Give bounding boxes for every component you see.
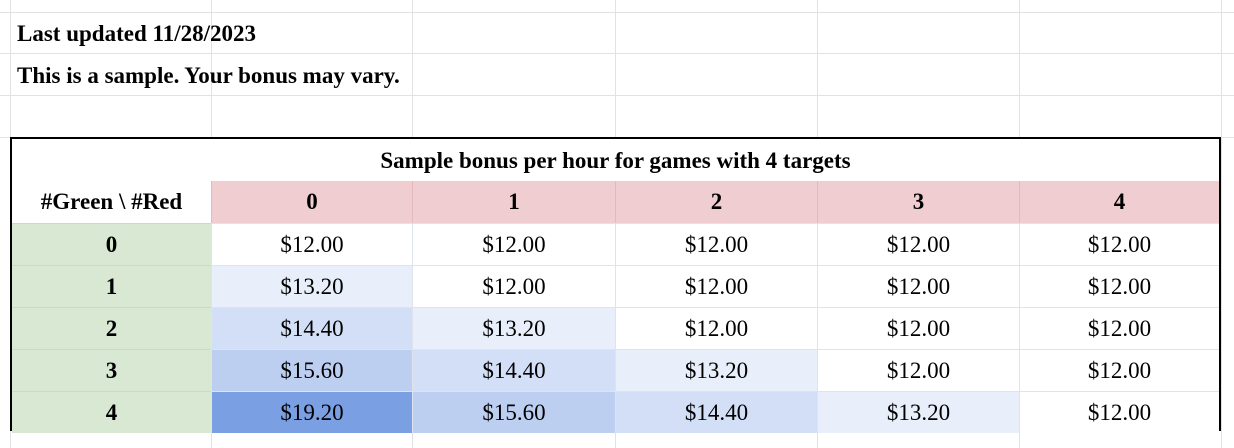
gridline-horizontal — [0, 12, 1234, 13]
bonus-table: Sample bonus per hour for games with 4 t… — [10, 137, 1221, 433]
bonus-cell: $13.20 — [817, 391, 1019, 433]
row-header-green-1: 1 — [12, 265, 211, 307]
bonus-cell: $12.00 — [1019, 223, 1219, 265]
row-header-green-0: 0 — [12, 223, 211, 265]
bonus-cell: $14.40 — [412, 349, 615, 391]
bonus-cell: $19.20 — [211, 391, 412, 433]
row-header-green-4: 4 — [12, 391, 211, 433]
bonus-cell: $12.00 — [1019, 391, 1219, 433]
bonus-cell: $12.00 — [615, 265, 817, 307]
column-header-red-3: 3 — [817, 181, 1019, 223]
bonus-cell: $12.00 — [1019, 265, 1219, 307]
gridline-horizontal — [0, 95, 1234, 96]
bonus-cell: $12.00 — [1019, 307, 1219, 349]
sample-disclaimer-note: This is a sample. Your bonus may vary. — [17, 63, 400, 88]
bonus-cell: $14.40 — [615, 391, 817, 433]
bonus-cell: $14.40 — [211, 307, 412, 349]
column-header-red-0: 0 — [211, 181, 412, 223]
bonus-cell: $13.20 — [615, 349, 817, 391]
bonus-cell: $12.00 — [817, 349, 1019, 391]
bonus-cell: $12.00 — [1019, 349, 1219, 391]
last-updated-note: Last updated 11/28/2023 — [17, 21, 256, 46]
column-header-red-2: 2 — [615, 181, 817, 223]
bonus-cell: $12.00 — [615, 223, 817, 265]
bonus-cell: $15.60 — [211, 349, 412, 391]
bonus-cell: $12.00 — [817, 223, 1019, 265]
bonus-cell: $12.00 — [412, 265, 615, 307]
column-header-red-4: 4 — [1019, 181, 1219, 223]
row-header-green-2: 2 — [12, 307, 211, 349]
bonus-cell: $13.20 — [412, 307, 615, 349]
table-title: Sample bonus per hour for games with 4 t… — [380, 148, 851, 173]
corner-header: #Green \ #Red — [12, 181, 211, 223]
gridline-horizontal — [0, 53, 1234, 54]
column-header-red-1: 1 — [412, 181, 615, 223]
bonus-cell: $12.00 — [817, 307, 1019, 349]
row-header-green-3: 3 — [12, 349, 211, 391]
bonus-cell: $12.00 — [817, 265, 1019, 307]
bonus-cell: $13.20 — [211, 265, 412, 307]
bonus-cell: $12.00 — [211, 223, 412, 265]
bonus-cell: $12.00 — [412, 223, 615, 265]
gridline-vertical — [1221, 0, 1222, 448]
bonus-cell: $12.00 — [615, 307, 817, 349]
bonus-cell: $15.60 — [412, 391, 615, 433]
